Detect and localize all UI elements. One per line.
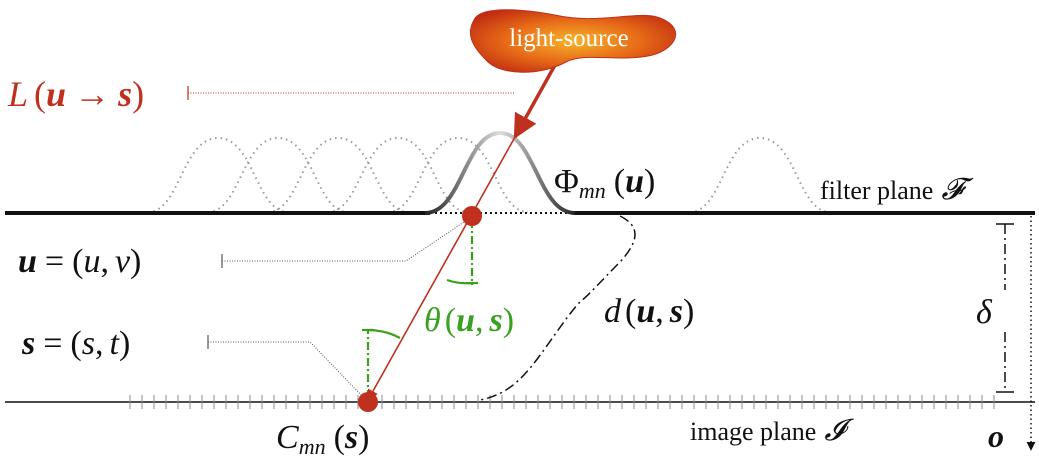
- light-source-label: light-source: [509, 25, 628, 52]
- bump-1: [147, 136, 289, 213]
- angle-marker-s: [362, 328, 401, 398]
- angle-marker-u: [446, 220, 478, 285]
- leader-u: [222, 217, 471, 262]
- theta-label: θ (u, s): [424, 302, 514, 339]
- leader-s: [208, 341, 367, 401]
- filter-plane-label: filter plane 𝓕: [820, 173, 974, 206]
- radiance-label: L (u → s): [7, 74, 144, 114]
- bump-3: [267, 136, 409, 213]
- image-plane-label: image plane 𝓘: [690, 414, 854, 447]
- light-ray-through: [367, 136, 516, 401]
- c-mn-label: Cmn (s): [276, 419, 369, 456]
- leader-lines: [187, 86, 515, 401]
- bump-2: [207, 136, 349, 213]
- bump-5: [387, 136, 529, 213]
- distance-curve: [479, 215, 636, 401]
- origin-label: o: [988, 418, 1004, 454]
- delta-bracket: [996, 223, 1014, 393]
- distance-label: d (u, s): [604, 293, 694, 330]
- point-s-label: s = (s, t): [21, 325, 130, 362]
- phi-mn-label: Φmn (u): [554, 163, 655, 203]
- light-ray-incoming: [513, 55, 562, 140]
- phi-mn-bump: [424, 130, 576, 215]
- point-u-dot: [462, 206, 482, 226]
- light-source-blob: [470, 9, 677, 73]
- filter-basis-bumps: [147, 136, 831, 213]
- point-u-label: u = (u, v): [18, 243, 141, 280]
- delta-label: δ: [976, 294, 993, 331]
- bump-7: [689, 136, 831, 213]
- point-s-dot: [358, 392, 378, 412]
